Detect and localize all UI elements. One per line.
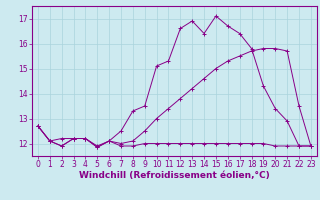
X-axis label: Windchill (Refroidissement éolien,°C): Windchill (Refroidissement éolien,°C) [79,171,270,180]
